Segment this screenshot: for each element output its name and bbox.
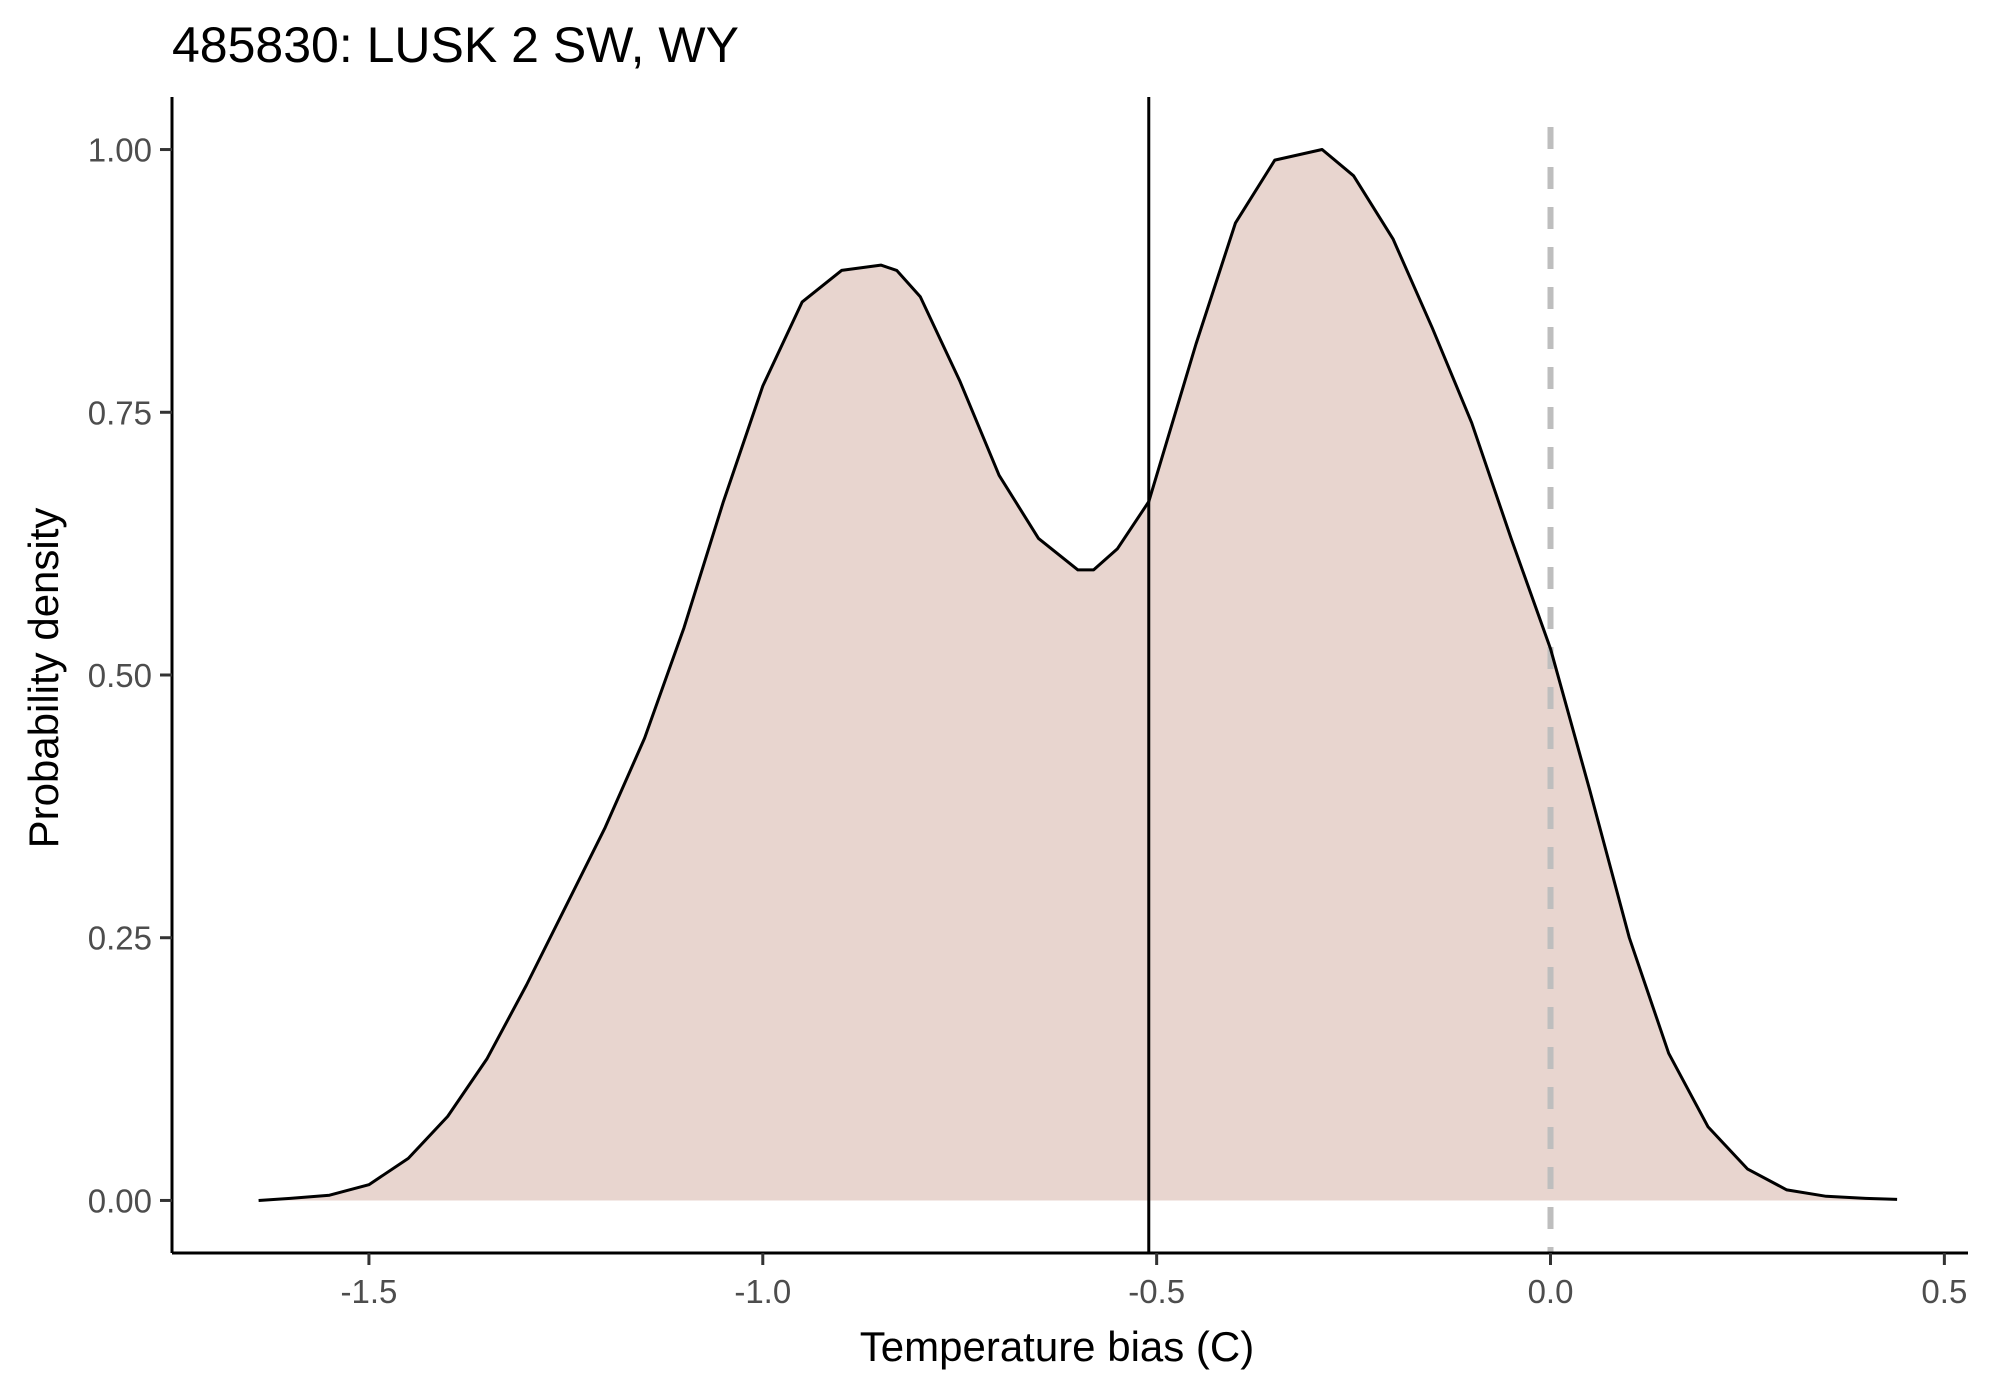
- plot-area: [258, 97, 1898, 1253]
- x-tick-label: -1.0: [734, 1273, 791, 1310]
- x-tick-label: -0.5: [1128, 1273, 1185, 1310]
- x-axis-title: Temperature bias (C): [860, 1323, 1254, 1370]
- density-area: [258, 149, 1898, 1201]
- y-tick-label: 0.50: [88, 657, 152, 694]
- y-tick-label: 0.75: [88, 394, 152, 431]
- chart-title: 485830: LUSK 2 SW, WY: [172, 17, 739, 73]
- y-tick-label: 0.00: [88, 1182, 152, 1219]
- axes: -1.5 -1.0 -0.5 0.0 0.5 0.00 0.25 0.50 0.75 1.00: [88, 97, 1968, 1310]
- x-tick-label: 0.5: [1921, 1273, 1967, 1310]
- y-tick-label: 0.25: [88, 920, 152, 957]
- y-axis-title: Probability density: [20, 508, 67, 849]
- x-tick-label: -1.5: [340, 1273, 397, 1310]
- x-tick-label: 0.0: [1528, 1273, 1574, 1310]
- y-tick-label: 1.00: [88, 132, 152, 169]
- density-line: [258, 148, 1898, 1202]
